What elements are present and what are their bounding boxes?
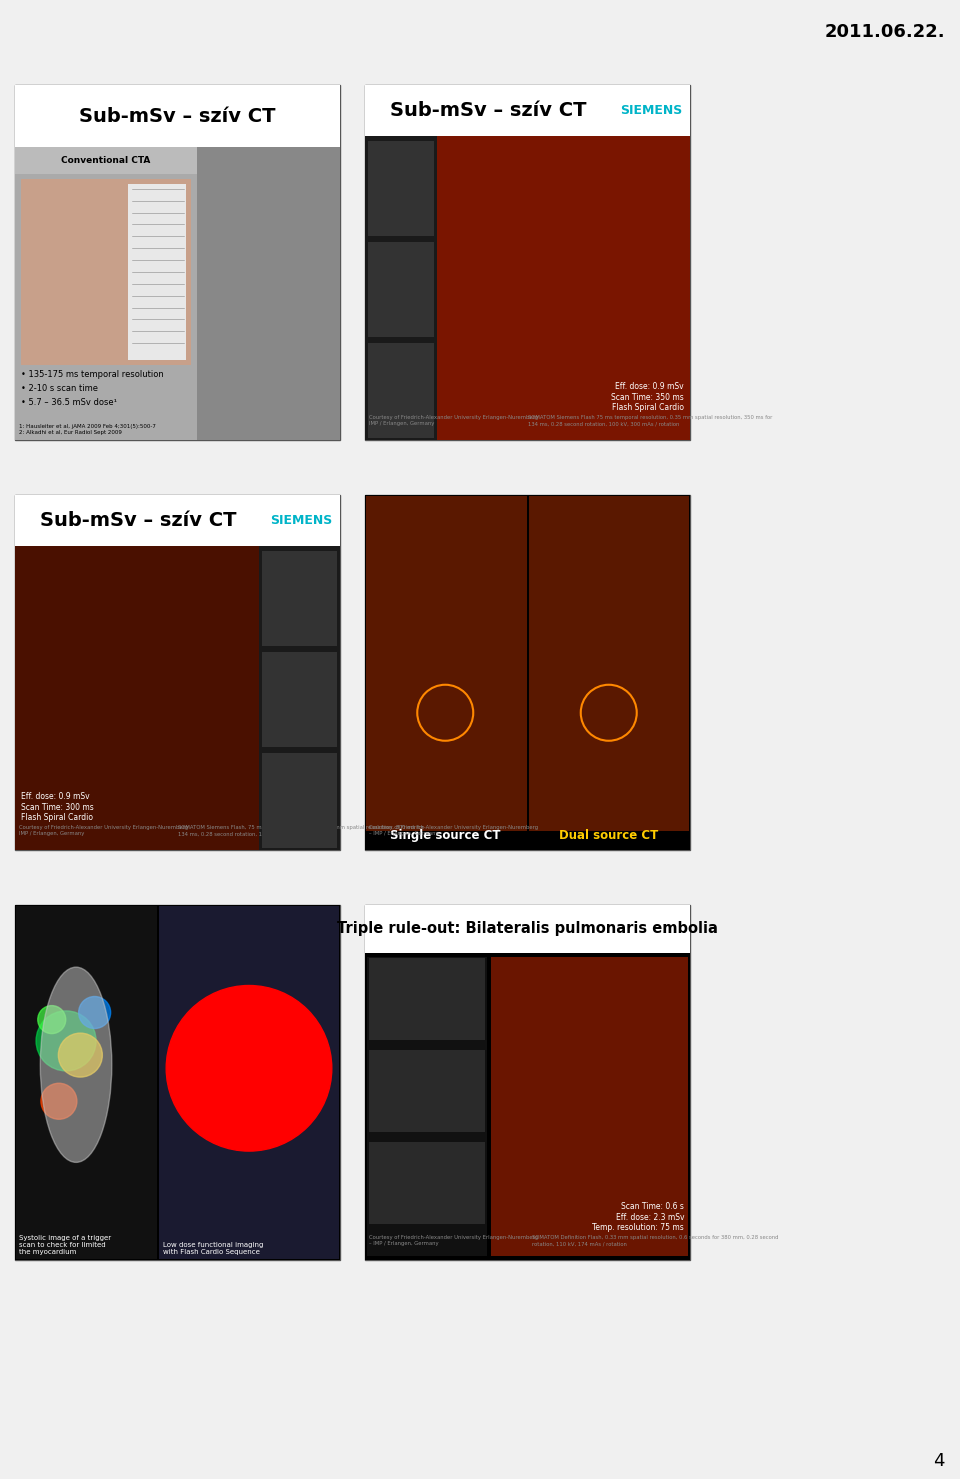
Circle shape	[224, 1044, 274, 1093]
Text: SOMATOM Siemens Flash, 75 ms temporal resolution, 0.35 mm spatial resolution, 30: SOMATOM Siemens Flash, 75 ms temporal re…	[178, 825, 423, 836]
Circle shape	[182, 1003, 315, 1134]
Bar	[437, 136, 690, 439]
Circle shape	[36, 1012, 96, 1071]
Text: 4: 4	[933, 1452, 945, 1470]
Bar	[367, 957, 487, 1256]
Bar	[365, 495, 690, 850]
Circle shape	[232, 1052, 266, 1086]
Bar	[368, 343, 434, 438]
Circle shape	[191, 1010, 307, 1127]
Text: SIEMENS: SIEMENS	[270, 515, 332, 527]
Bar	[369, 1050, 485, 1131]
Circle shape	[59, 1034, 103, 1077]
Bar	[366, 495, 526, 831]
Text: SOMATOM Siemens Flash 75 ms temporal resolution, 0.35 mm spatial resolution, 350: SOMATOM Siemens Flash 75 ms temporal res…	[527, 416, 772, 426]
Circle shape	[41, 1083, 77, 1120]
Bar	[16, 907, 157, 1259]
Bar	[15, 905, 340, 1260]
Text: Systolic image of a trigger
scan to check for limited
the myocardium: Systolic image of a trigger scan to chec…	[19, 1235, 111, 1256]
Bar	[21, 179, 191, 365]
Text: Sub-mSv – szív CT: Sub-mSv – szív CT	[391, 101, 587, 120]
Bar	[15, 84, 340, 439]
Bar	[262, 652, 337, 747]
Bar	[365, 905, 690, 1260]
Bar	[365, 136, 437, 439]
Bar	[15, 495, 340, 850]
Text: Conventional CTA: Conventional CTA	[61, 155, 151, 166]
Text: Sub-mSv – szív CT: Sub-mSv – szív CT	[80, 106, 276, 126]
Circle shape	[166, 985, 332, 1151]
Bar	[369, 958, 485, 1040]
Text: Courtesy of Friedrich-Alexander University Erlangen-Nuremberg
IMP / Erlangen, Ge: Courtesy of Friedrich-Alexander Universi…	[369, 416, 539, 426]
Text: 2011.06.22.: 2011.06.22.	[825, 24, 945, 41]
Text: Courtesy of Friedrich-Alexander University Erlangen-Nuremberg
IMP / Erlangen, Ge: Courtesy of Friedrich-Alexander Universi…	[19, 825, 188, 836]
Text: SOMATOM Definition Flash, 0.33 mm spatial resolution, 0.6 seconds for 380 mm, 0.: SOMATOM Definition Flash, 0.33 mm spatia…	[532, 1235, 778, 1245]
Text: • 5.7 – 36.5 mSv dose¹: • 5.7 – 36.5 mSv dose¹	[21, 398, 117, 407]
Bar	[365, 495, 690, 850]
Bar	[15, 84, 340, 146]
Text: Dual source CT: Dual source CT	[559, 830, 659, 842]
Bar	[369, 1142, 485, 1225]
Bar	[15, 495, 340, 546]
Circle shape	[241, 1060, 257, 1077]
Bar	[368, 142, 434, 237]
Circle shape	[175, 994, 324, 1143]
Bar	[15, 146, 340, 439]
Bar	[262, 552, 337, 646]
Bar	[491, 957, 688, 1256]
Circle shape	[37, 1006, 65, 1034]
Text: Courtesy of Friedrich-Alexander University Erlangen-Nuremberg
– IMP / Erlangen, : Courtesy of Friedrich-Alexander Universi…	[369, 1235, 539, 1245]
Text: Single source CT: Single source CT	[390, 830, 500, 842]
Text: • 2-10 s scan time: • 2-10 s scan time	[21, 385, 98, 393]
Bar	[15, 495, 340, 850]
Bar	[368, 243, 434, 337]
Text: Courtesy of Friedrich-Alexander University Erlangen-Nuremberg
– IMP / Erlangen, : Courtesy of Friedrich-Alexander Universi…	[369, 825, 539, 836]
Circle shape	[200, 1019, 299, 1118]
Bar	[365, 84, 690, 439]
Circle shape	[207, 1026, 290, 1109]
Text: Eff. dose: 0.9 mSv
Scan Time: 350 ms
Flash Spiral Cardio: Eff. dose: 0.9 mSv Scan Time: 350 ms Fla…	[612, 382, 684, 413]
Bar	[365, 905, 690, 1260]
Circle shape	[216, 1035, 282, 1102]
Bar	[365, 905, 690, 952]
Text: • 135-175 ms temporal resolution: • 135-175 ms temporal resolution	[21, 370, 164, 379]
Bar	[15, 146, 197, 173]
Text: Eff. dose: 0.9 mSv
Scan Time: 300 ms
Flash Spiral Cardio: Eff. dose: 0.9 mSv Scan Time: 300 ms Fla…	[21, 793, 94, 822]
Bar	[262, 753, 337, 849]
Text: Scan Time: 0.6 s
Eff. dose: 2.3 mSv
Temp. resolution: 75 ms: Scan Time: 0.6 s Eff. dose: 2.3 mSv Temp…	[592, 1202, 684, 1232]
Ellipse shape	[40, 967, 111, 1162]
Bar	[15, 905, 340, 1260]
Bar	[529, 495, 689, 831]
Text: Triple rule-out: Bilateralis pulmonaris embolia: Triple rule-out: Bilateralis pulmonaris …	[337, 921, 718, 936]
Text: SIEMENS: SIEMENS	[620, 104, 682, 117]
Bar	[365, 84, 690, 439]
Text: Sub-mSv – szív CT: Sub-mSv – szív CT	[40, 512, 237, 531]
Bar	[15, 546, 259, 850]
Bar	[128, 183, 186, 359]
Text: Low dose functional imaging
with Flash Cardio Sequence: Low dose functional imaging with Flash C…	[163, 1242, 263, 1256]
Bar	[259, 546, 340, 850]
Bar	[365, 84, 690, 136]
Bar	[365, 952, 690, 1260]
Bar	[15, 546, 340, 850]
Text: 1: Hausleiter et al, jAMA 2009 Feb 4;301(5):500-7
2: Alkadhi et al, Eur Radiol S: 1: Hausleiter et al, jAMA 2009 Feb 4;301…	[19, 424, 156, 435]
Circle shape	[79, 997, 110, 1028]
Bar	[15, 146, 197, 439]
Bar	[159, 907, 339, 1259]
